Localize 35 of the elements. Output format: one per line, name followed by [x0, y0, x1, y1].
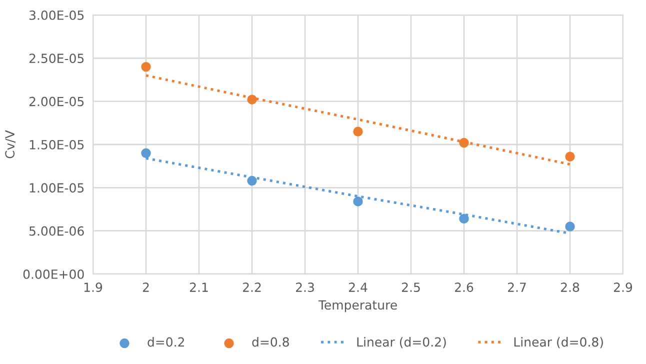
y-tick-label: 2.00E-05: [29, 96, 84, 106]
x-tick-label: 2.2: [242, 282, 261, 292]
y-axis-title: Cv/V: [5, 130, 16, 158]
x-tick-label: 2.8: [560, 282, 580, 292]
x-tick-label: 2.3: [296, 282, 314, 292]
x-tick-label: 2.1: [190, 282, 208, 292]
x-tick-label: 2.6: [454, 282, 474, 292]
point: [141, 148, 151, 158]
point: [247, 94, 257, 104]
point: [141, 62, 151, 72]
y-tick-label: 2.50E-05: [29, 54, 84, 64]
point: [247, 176, 257, 186]
y-tick-label: 5.00E-06: [29, 226, 84, 236]
point: [565, 222, 575, 232]
point: [565, 152, 575, 162]
point: [353, 126, 363, 136]
legend-label: Linear (d=0.2): [357, 337, 446, 348]
legend-label: d=0.8: [252, 337, 289, 347]
line-series: [144, 74, 572, 166]
x-tick-label: 2: [142, 282, 149, 292]
point: [459, 214, 469, 224]
y-tick-label: 0.00E+00: [23, 269, 84, 279]
legend-label: Linear (d=0.8): [514, 337, 603, 348]
y-tick-label: 3.00E-05: [29, 10, 84, 20]
x-tick-label: 2.5: [402, 282, 420, 292]
x-axis-title: Temperature: [318, 300, 397, 312]
x-tick-label: 2.4: [348, 282, 368, 292]
x-tick-label: 1.9: [84, 282, 102, 292]
point: [353, 196, 363, 206]
y-tick-label: 1.50E-05: [30, 140, 84, 150]
x-tick-label: 2.7: [508, 282, 526, 292]
point: [459, 138, 469, 148]
x-tick-label: 2.9: [614, 282, 632, 292]
y-tick-label: 1.00E-05: [30, 183, 84, 193]
legend-label: d=0.2: [148, 337, 184, 347]
